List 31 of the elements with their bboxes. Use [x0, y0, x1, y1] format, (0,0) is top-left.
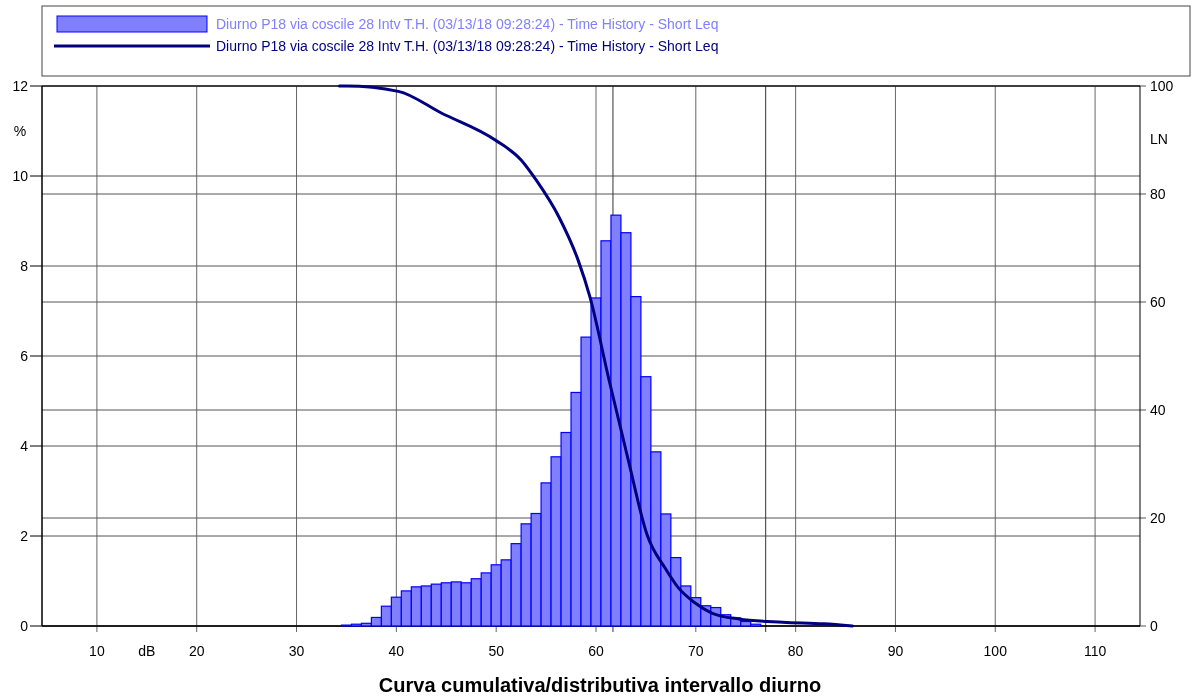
x-tick-label: 30 [288, 643, 305, 659]
x-tick-label: 110 [1083, 643, 1107, 659]
y2-axis-title: LN [1150, 131, 1168, 147]
x-tick-label: 100 [983, 643, 1008, 659]
x-tick-label: 20 [188, 643, 205, 659]
y-tick-label: 10 [12, 168, 29, 184]
x-tick-label: 70 [688, 643, 704, 659]
y2-tick-label: 40 [1150, 402, 1166, 418]
text: Diurno P18 via coscile 28 Intv T.H. (03/13/18 09:28:24) - Time History - Short Leq [216, 38, 719, 54]
y-tick-label: 6 [20, 348, 29, 364]
x-tick-label: 90 [887, 643, 904, 659]
x-tick-label: 60 [588, 643, 604, 659]
y-tick-label: 4 [20, 438, 29, 454]
y-tick-label: 12 [12, 78, 29, 94]
y-tick-label: 0 [20, 618, 29, 634]
x-tick-label: 10 [89, 643, 105, 659]
y2-tick-label: 20 [1150, 510, 1166, 526]
text: Curva cumulativa/distributiva intervallo diurno [378, 674, 822, 696]
line-series [337, 84, 855, 628]
y-tick-label: 2 [20, 528, 29, 544]
y-tick-label: 8 [20, 258, 29, 274]
x-tick-label: 80 [787, 643, 804, 659]
x-tick-label: 40 [388, 643, 405, 659]
y2-tick-label: 60 [1150, 294, 1166, 310]
y2-tick-label: 80 [1150, 186, 1166, 202]
x-tick-label: 50 [488, 643, 505, 659]
y2-tick-label: 100 [1150, 78, 1174, 94]
y2-tick-label: 0 [1150, 618, 1158, 634]
y-axis-title: % [13, 123, 27, 139]
text: Diurno P18 via coscile 28 Intv T.H. (03/13/18 09:28:24) - Time History - Short Leq [216, 16, 719, 32]
x-axis-title: dB [138, 643, 156, 659]
